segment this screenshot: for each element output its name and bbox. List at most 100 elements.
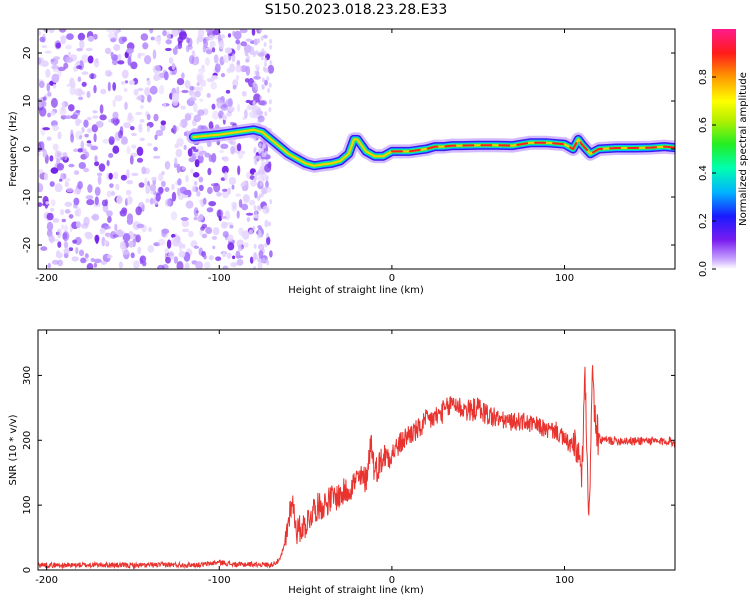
noise-speckle [48, 29, 55, 34]
noise-speckle [87, 55, 94, 64]
noise-speckle [64, 209, 71, 214]
noise-speckle [125, 189, 132, 196]
noise-speckle [68, 104, 75, 112]
noise-speckle [73, 188, 81, 195]
spectrogram-noise-layer [38, 29, 275, 269]
noise-speckle [50, 167, 59, 174]
noise-speckle [188, 96, 197, 102]
noise-speckle [81, 126, 85, 133]
noise-speckle [122, 233, 131, 242]
noise-speckle [171, 29, 179, 37]
noise-speckle [266, 236, 271, 246]
noise-speckle [52, 218, 60, 223]
noise-speckle [184, 80, 191, 89]
noise-speckle [214, 63, 221, 73]
noise-speckle [54, 183, 63, 193]
noise-speckle [151, 176, 158, 181]
noise-speckle [139, 119, 145, 123]
noise-speckle [47, 262, 52, 269]
noise-speckle [255, 110, 259, 116]
noise-speckle [130, 252, 135, 259]
noise-speckle [226, 111, 232, 117]
noise-speckle [258, 107, 262, 113]
noise-speckle [172, 124, 177, 135]
noise-speckle [221, 165, 229, 174]
noise-speckle [153, 73, 160, 82]
noise-speckle [130, 61, 138, 70]
x-tick-label: 100 [555, 273, 574, 284]
noise-speckle [112, 111, 119, 120]
noise-speckle [235, 64, 242, 73]
noise-speckle [232, 85, 237, 90]
noise-speckle [211, 103, 216, 110]
noise-speckle [68, 214, 74, 219]
noise-speckle [264, 242, 268, 248]
noise-speckle [100, 260, 107, 265]
noise-speckle [74, 88, 81, 96]
noise-speckle [229, 224, 234, 229]
colorbar-label: Normalized spectral amplitude [738, 72, 749, 226]
noise-speckle [51, 73, 60, 84]
noise-speckle [128, 240, 135, 248]
noise-speckle [121, 81, 126, 85]
noise-speckle [46, 212, 54, 221]
noise-speckle [220, 143, 229, 149]
noise-speckle [185, 44, 190, 53]
noise-speckle [93, 262, 98, 268]
noise-speckle [51, 259, 59, 265]
noise-speckle [225, 47, 232, 54]
noise-speckle [227, 33, 232, 38]
noise-speckle [57, 131, 62, 140]
noise-speckle [139, 104, 144, 110]
noise-speckle [183, 144, 187, 150]
noise-speckle [264, 57, 268, 63]
noise-speckle [262, 143, 265, 149]
noise-speckle [46, 82, 51, 92]
noise-speckle [62, 231, 70, 242]
noise-speckle [185, 200, 194, 209]
noise-speckle [157, 238, 166, 246]
noise-speckle [181, 166, 186, 171]
noise-speckle [181, 89, 189, 94]
noise-speckle [94, 155, 98, 162]
noise-speckle [44, 172, 49, 181]
noise-speckle [93, 33, 98, 40]
noise-speckle [230, 262, 238, 268]
noise-speckle [47, 91, 52, 97]
noise-speckle [90, 145, 99, 151]
noise-speckle [86, 91, 91, 98]
noise-speckle [50, 97, 58, 108]
noise-speckle [212, 245, 216, 250]
x-tick-label: 0 [389, 273, 395, 284]
noise-speckle [78, 249, 85, 257]
noise-speckle [157, 264, 165, 269]
y-tick-label: -10 [22, 189, 33, 205]
noise-speckle [52, 68, 60, 73]
noise-speckle [253, 177, 257, 183]
noise-speckle [41, 45, 48, 49]
noise-speckle [259, 181, 263, 187]
noise-speckle [256, 205, 260, 211]
noise-speckle [193, 102, 198, 113]
noise-speckle [57, 228, 62, 239]
noise-speckle [155, 192, 161, 202]
noise-speckle [118, 261, 123, 269]
noise-speckle [182, 228, 189, 233]
noise-speckle [139, 137, 145, 142]
noise-speckle [133, 88, 139, 96]
noise-speckle [73, 197, 80, 206]
noise-speckle [246, 212, 254, 216]
noise-speckle [67, 51, 72, 56]
noise-speckle [252, 256, 256, 262]
x-tick-label: -200 [35, 575, 58, 586]
noise-speckle [82, 148, 87, 154]
noise-speckle [245, 99, 252, 104]
noise-speckle [145, 198, 150, 203]
noise-speckle [95, 120, 104, 128]
noise-speckle [176, 78, 185, 86]
noise-speckle [44, 50, 52, 54]
noise-speckle [81, 223, 89, 229]
noise-speckle [77, 76, 82, 82]
noise-speckle [240, 41, 247, 47]
noise-speckle [268, 99, 272, 105]
